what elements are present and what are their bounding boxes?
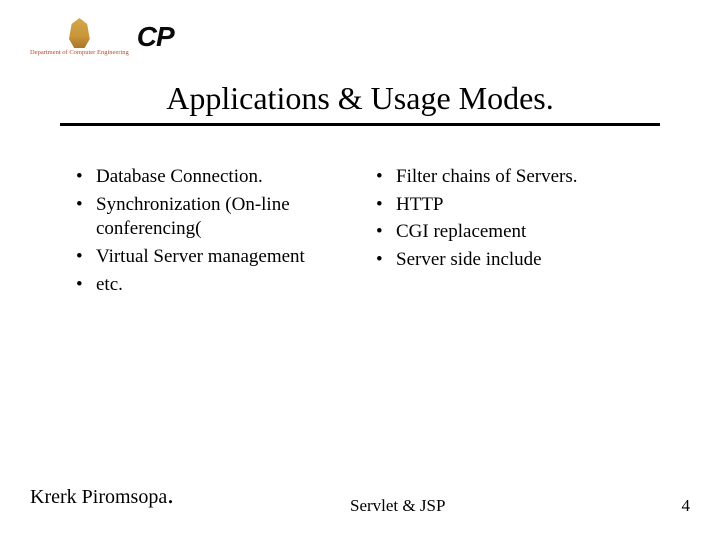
left-column: Database Connection. Synchronization (On… [60, 165, 360, 300]
header-logos: Department of Computer Engineering CP [30, 18, 174, 56]
list-item: CGI replacement [382, 220, 660, 245]
dept-logo: Department of Computer Engineering [30, 18, 129, 56]
footer-center: Servlet & JSP [350, 496, 445, 516]
page-title: Applications & Usage Modes. [60, 80, 660, 123]
title-rule [60, 123, 660, 126]
list-item: Server side include [382, 248, 660, 273]
right-column: Filter chains of Servers. HTTP CGI repla… [360, 165, 660, 300]
list-item: Synchronization (On-line conferencing( [82, 193, 360, 242]
list-item: HTTP [382, 193, 660, 218]
page-number: 4 [682, 496, 691, 516]
author-dot: . [167, 480, 174, 509]
list-item: Filter chains of Servers. [382, 165, 660, 190]
title-block: Applications & Usage Modes. [60, 80, 660, 126]
cp-logo: CP [137, 21, 174, 53]
footer: Krerk Piromsopa. Servlet & JSP 4 [0, 486, 720, 516]
content-columns: Database Connection. Synchronization (On… [60, 165, 660, 300]
list-item: etc. [82, 273, 360, 298]
left-bullet-list: Database Connection. Synchronization (On… [60, 165, 360, 297]
author: Krerk Piromsopa. [30, 480, 174, 510]
right-bullet-list: Filter chains of Servers. HTTP CGI repla… [360, 165, 660, 273]
dept-caption: Department of Computer Engineering [30, 49, 129, 56]
list-item: Virtual Server management [82, 245, 360, 270]
list-item: Database Connection. [82, 165, 360, 190]
emblem-icon [66, 18, 92, 48]
author-name: Krerk Piromsopa [30, 486, 167, 508]
